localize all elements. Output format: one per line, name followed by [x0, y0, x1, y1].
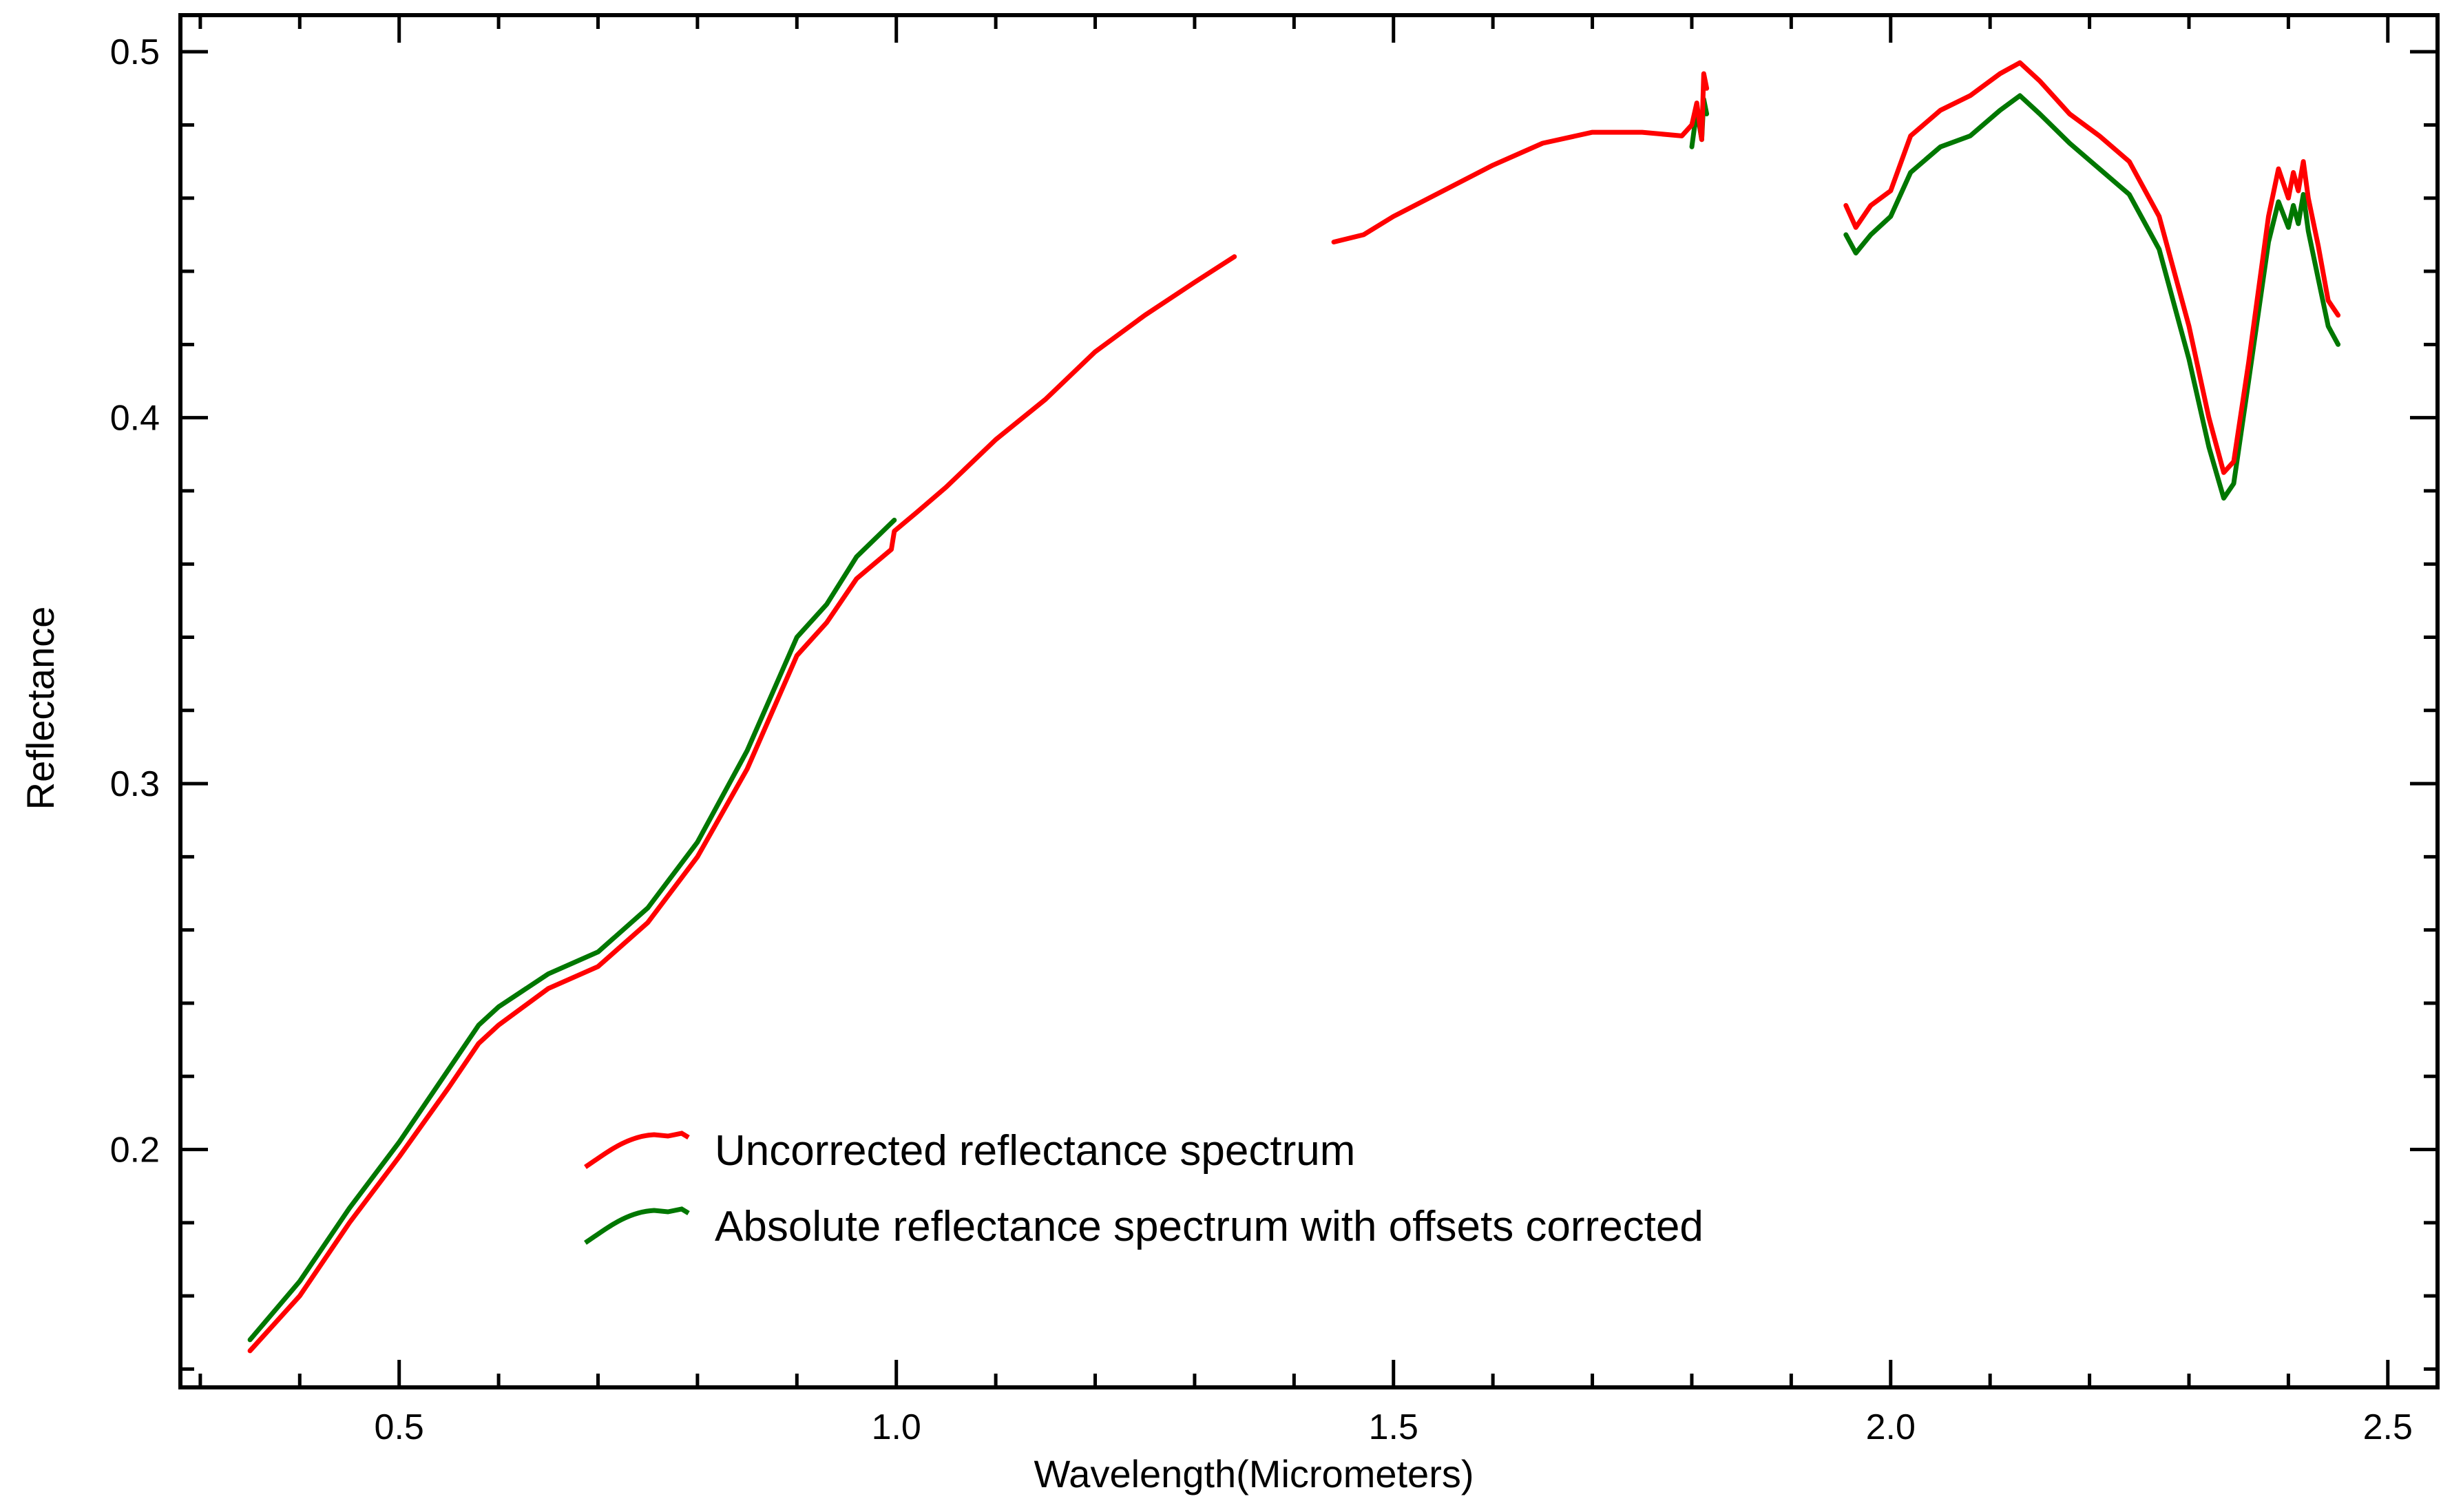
x-tick-label: 0.5 [375, 1407, 424, 1447]
y-axis-ticks: 0.2 0.3 0.4 0.5 [110, 32, 2438, 1371]
uncorrected-spectrum-line [1843, 60, 2341, 475]
plot-frame [178, 13, 2440, 1389]
uncorrected-spectrum-line [247, 254, 1237, 1354]
corrected-spectrum-line [1843, 93, 2341, 501]
y-tick-label: 0.5 [110, 32, 160, 72]
y-axis-label: Reflectance [19, 607, 62, 810]
legend-swatch-uncorrected [584, 1131, 690, 1169]
x-tick-label: 2.5 [2363, 1407, 2413, 1447]
y-tick-label: 0.4 [110, 399, 160, 439]
legend: Uncorrected reflectance spectrum Absolut… [584, 1127, 1704, 1250]
legend-label-uncorrected: Uncorrected reflectance spectrum [715, 1127, 1355, 1175]
y-tick-label: 0.3 [110, 764, 160, 804]
legend-swatch-corrected [584, 1206, 690, 1245]
x-tick-label: 1.0 [872, 1407, 921, 1447]
x-tick-label: 2.0 [1866, 1407, 1916, 1447]
uncorrected-spectrum-line [1331, 71, 1710, 244]
corrected-spectrum-line [247, 517, 897, 1343]
x-axis-label: Wavelength(Micrometers) [1034, 1452, 1474, 1495]
series-layer [247, 60, 2341, 1354]
y-tick-label: 0.2 [110, 1131, 160, 1170]
legend-label-corrected: Absolute reflectance spectrum with offse… [715, 1203, 1704, 1250]
x-axis-ticks: 0.5 1.0 1.5 2.0 2.5 [198, 15, 2413, 1447]
x-tick-label: 1.5 [1369, 1407, 1418, 1447]
